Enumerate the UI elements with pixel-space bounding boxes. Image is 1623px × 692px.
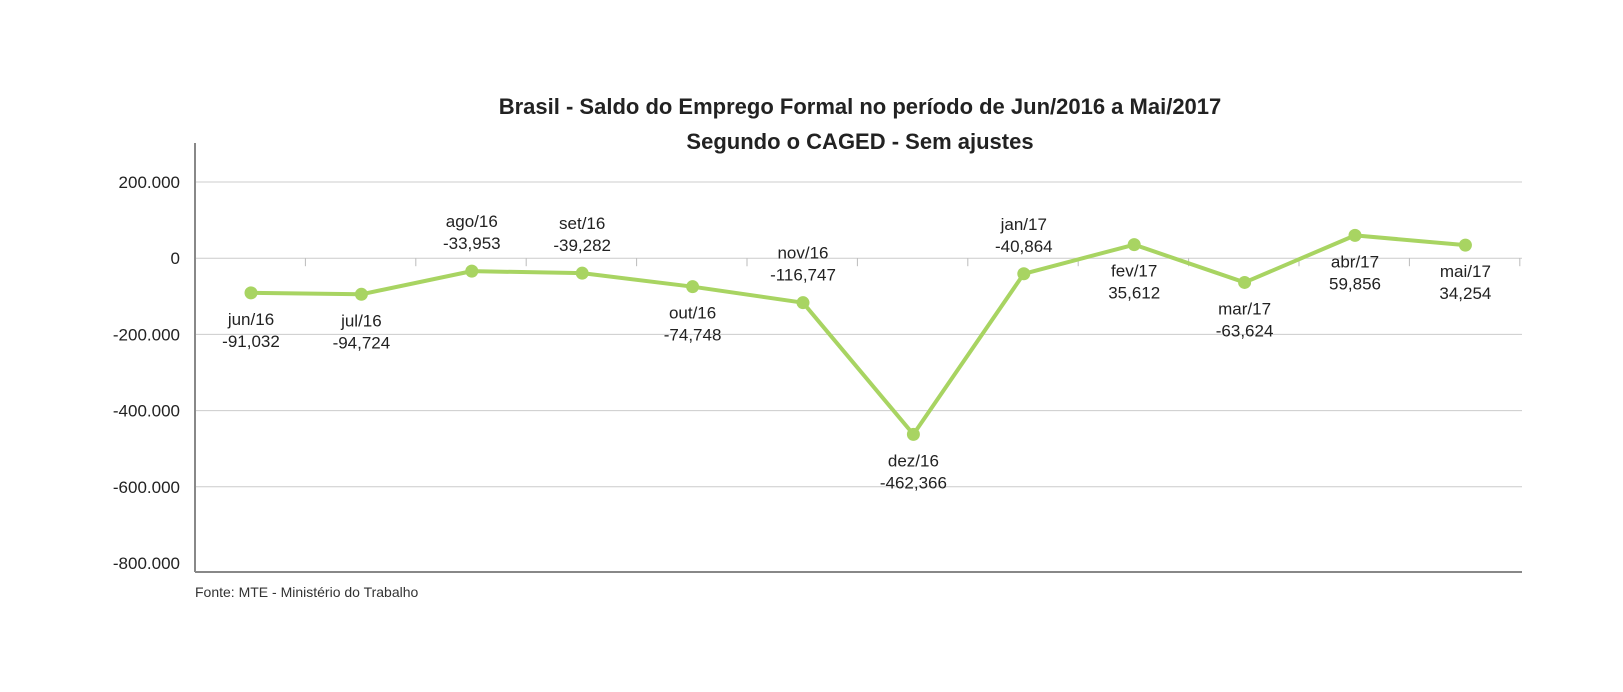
value-label: 59,856: [1329, 274, 1381, 293]
y-tick-label: -600.000: [113, 478, 180, 497]
category-label: mai/17: [1440, 262, 1491, 281]
data-point: [1127, 238, 1141, 252]
value-label: -91,032: [222, 332, 280, 351]
category-label: jun/16: [227, 310, 274, 329]
value-label: -33,953: [443, 234, 501, 253]
y-tick-label: 200.000: [119, 173, 180, 192]
category-label: fev/17: [1111, 262, 1157, 281]
category-label: dez/16: [888, 451, 939, 470]
source-note: Fonte: MTE - Ministério do Trabalho: [195, 584, 419, 600]
data-point: [1458, 238, 1472, 252]
value-label: -39,282: [553, 236, 611, 255]
chart-title: Brasil - Saldo do Emprego Formal no perí…: [499, 94, 1222, 119]
y-tick-label: -200.000: [113, 325, 180, 344]
data-point: [465, 264, 479, 278]
data-point: [1017, 267, 1031, 281]
category-label: jan/17: [1000, 215, 1047, 234]
value-label: -40,864: [995, 237, 1053, 256]
data-point: [354, 287, 368, 301]
data-point: [906, 427, 920, 441]
y-tick-label: 0: [171, 249, 180, 268]
category-label: mar/17: [1218, 299, 1271, 318]
data-point: [575, 266, 589, 280]
category-label: jul/16: [340, 311, 382, 330]
data-point: [796, 296, 810, 310]
category-label: abr/17: [1331, 252, 1379, 271]
category-label: nov/16: [777, 244, 828, 263]
series-line: [250, 233, 1466, 437]
value-label: -74,748: [664, 326, 722, 345]
gridlines: [195, 181, 1522, 488]
data-point: [244, 286, 258, 300]
value-label: 35,612: [1108, 284, 1160, 303]
value-label: -94,724: [333, 333, 391, 352]
category-label: ago/16: [446, 212, 498, 231]
y-tick-label: -800.000: [113, 554, 180, 573]
x-axis-ticks: [194, 258, 1521, 267]
y-tick-label: -400.000: [113, 402, 180, 421]
value-label: -63,624: [1216, 321, 1274, 340]
y-axis-ticks: 200.000 0 -200.000 -400.000 -600.000 -800.000: [113, 173, 180, 573]
category-label: out/16: [669, 304, 716, 323]
value-label: 34,254: [1439, 284, 1491, 303]
category-label: set/16: [559, 214, 605, 233]
data-point: [1348, 228, 1362, 242]
value-label: -462,366: [880, 473, 947, 492]
value-label: -116,747: [770, 266, 836, 285]
data-point: [1238, 275, 1252, 289]
series: [244, 228, 1472, 441]
data-labels: jun/16 -91,032 jul/16 -94,724 ago/16 -33,953 s…: [222, 212, 1491, 492]
data-point: [686, 280, 700, 294]
chart-subtitle: Segundo o CAGED - Sem ajustes: [686, 129, 1033, 154]
